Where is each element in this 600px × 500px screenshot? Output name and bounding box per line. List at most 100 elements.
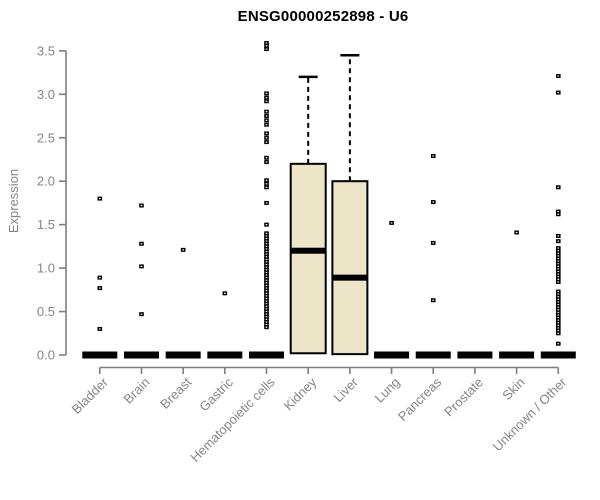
y-axis-label: Expression	[6, 168, 21, 234]
x-category-label: Pancreas	[395, 374, 445, 424]
data-point-center	[432, 155, 435, 157]
x-category-label: Liver	[330, 374, 361, 405]
data-point-center	[265, 137, 268, 139]
data-point-center	[557, 301, 560, 303]
zero-box-bar	[499, 351, 535, 359]
data-point-center	[265, 179, 268, 181]
data-point-center	[432, 242, 435, 244]
data-point-center	[140, 243, 143, 245]
data-point-center	[557, 270, 560, 273]
data-point-center	[265, 321, 268, 323]
data-point-center	[557, 311, 560, 314]
data-point-center	[265, 100, 268, 102]
data-point-center	[557, 276, 560, 278]
data-point-center	[557, 268, 560, 270]
data-point-center	[99, 197, 101, 200]
zero-box-bar	[249, 351, 285, 359]
data-point-center	[265, 237, 268, 240]
x-category-label: Brain	[121, 375, 153, 407]
data-point-center	[265, 282, 268, 284]
data-point-center	[557, 296, 560, 298]
zero-box-bar	[207, 351, 243, 359]
data-point-center	[265, 290, 268, 292]
y-tick-label: 3.5	[37, 43, 55, 58]
data-point-center	[265, 186, 268, 188]
y-tick-label: 1.5	[37, 217, 55, 232]
data-point-center	[265, 310, 268, 313]
data-point-center	[557, 298, 560, 300]
data-point-center	[557, 240, 560, 242]
x-category-label: Unknown / Other	[490, 374, 570, 454]
x-category-label: Skin	[499, 375, 527, 403]
y-tick-label: 0.0	[37, 348, 55, 363]
data-point-center	[265, 224, 268, 226]
box	[289, 162, 327, 355]
data-point-center	[557, 324, 560, 327]
data-point-center	[265, 157, 268, 159]
data-point-center	[265, 248, 268, 250]
data-point-center	[557, 75, 560, 77]
data-point-center	[265, 111, 268, 113]
y-tick-label: 2.0	[37, 174, 55, 189]
data-point-center	[557, 260, 560, 262]
data-point-center	[265, 279, 268, 281]
data-point-center	[265, 232, 268, 234]
x-category-label: Breast	[157, 374, 194, 411]
data-point-center	[140, 313, 143, 315]
data-point-center	[557, 322, 560, 324]
data-point-center	[265, 48, 268, 50]
data-point-center	[265, 124, 268, 126]
data-point-center	[557, 303, 560, 306]
data-point-center	[557, 278, 560, 280]
data-point-center	[432, 299, 435, 301]
data-point-center	[557, 327, 560, 329]
data-point-center	[265, 269, 268, 271]
data-point-center	[265, 297, 268, 300]
data-point-center	[557, 235, 560, 237]
data-point-center	[140, 265, 143, 267]
data-point-center	[557, 330, 560, 332]
data-point-center	[265, 45, 268, 47]
data-point-center	[265, 287, 268, 289]
data-point-center	[265, 161, 268, 163]
zero-box-bar	[457, 351, 493, 359]
data-point-center	[99, 328, 101, 330]
data-point-center	[99, 287, 101, 289]
data-point-center	[140, 204, 143, 207]
median-line	[290, 247, 326, 254]
data-point-center	[265, 300, 268, 302]
data-point-center	[265, 256, 268, 258]
zero-box-bar	[82, 351, 118, 359]
data-point-center	[265, 323, 268, 326]
data-point-center	[265, 92, 268, 95]
data-point-center	[224, 292, 226, 294]
data-point-center	[265, 42, 268, 44]
data-point-center	[265, 313, 268, 315]
zero-box-bar	[540, 351, 576, 359]
data-point-center	[265, 253, 268, 255]
data-point-center	[265, 261, 268, 263]
data-point-center	[557, 247, 560, 249]
y-tick-label: 0.5	[37, 304, 55, 319]
x-category-label: Bladder	[69, 374, 112, 417]
data-point-center	[265, 303, 268, 305]
data-point-center	[265, 119, 268, 121]
data-point-center	[265, 141, 268, 143]
data-point-center	[265, 250, 268, 253]
data-point-center	[557, 309, 560, 311]
data-point-center	[265, 235, 268, 237]
data-point-center	[265, 202, 268, 204]
data-point-center	[265, 245, 268, 247]
data-point-center	[265, 318, 268, 320]
data-point-center	[265, 132, 268, 135]
data-point-center	[557, 186, 560, 188]
x-category-label: Kidney	[281, 374, 320, 413]
data-point-center	[265, 277, 268, 279]
data-point-center	[265, 308, 268, 310]
zero-box-bar	[415, 351, 451, 359]
data-point-center	[265, 295, 268, 297]
x-category-label: Gastric	[196, 374, 236, 414]
data-point-center	[557, 263, 560, 265]
